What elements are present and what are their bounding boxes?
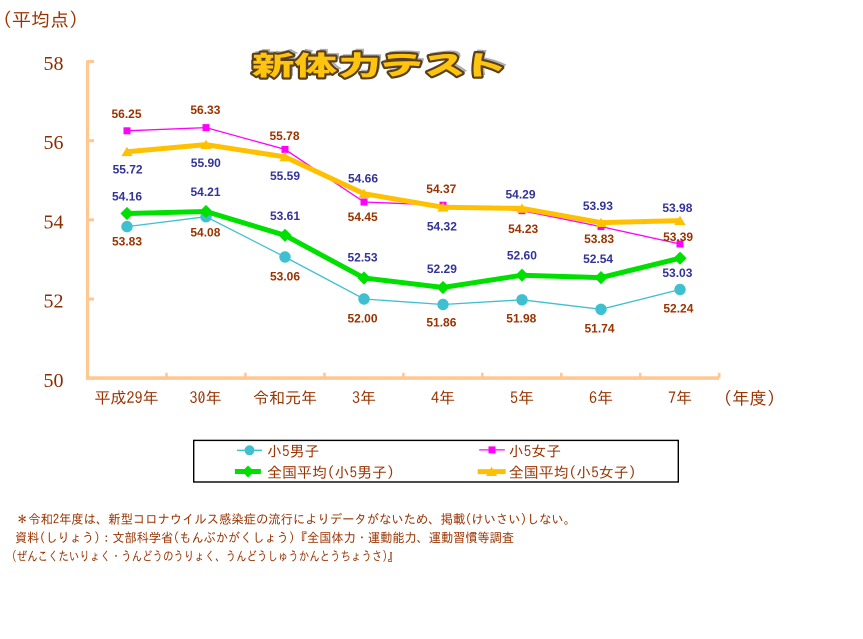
svg-text:53.03: 53.03 [662,266,692,280]
svg-text:54.08: 54.08 [190,225,220,239]
svg-text:52.29: 52.29 [427,262,457,276]
svg-text:53.06: 53.06 [270,270,300,284]
svg-text:53.98: 53.98 [662,201,692,215]
svg-text:58: 58 [44,53,64,75]
svg-text:55.59: 55.59 [270,169,300,183]
svg-text:51.98: 51.98 [506,311,536,325]
svg-text:55.72: 55.72 [113,162,143,176]
svg-text:56: 56 [44,132,64,154]
svg-text:52.60: 52.60 [507,249,537,263]
svg-text:54: 54 [44,211,64,233]
svg-text:53.61: 53.61 [270,209,300,223]
svg-text:50: 50 [44,370,64,392]
svg-text:52: 52 [44,291,64,313]
svg-text:56.25: 56.25 [111,107,141,121]
svg-text:54.29: 54.29 [505,188,535,202]
svg-text:52.24: 52.24 [663,301,693,315]
svg-text:56.33: 56.33 [190,103,220,117]
svg-text:52.00: 52.00 [347,311,377,325]
svg-text:51.86: 51.86 [426,315,456,329]
svg-text:52.54: 52.54 [583,252,613,266]
svg-text:54.45: 54.45 [348,210,378,224]
svg-text:53.39: 53.39 [663,230,693,244]
svg-text:54.21: 54.21 [190,185,220,199]
svg-text:54.37: 54.37 [426,182,456,196]
svg-text:53.93: 53.93 [583,199,613,213]
svg-text:54.32: 54.32 [427,219,457,233]
svg-text:55.90: 55.90 [191,156,221,170]
svg-text:53.83: 53.83 [112,234,142,248]
svg-text:51.74: 51.74 [584,321,614,335]
svg-text:52.53: 52.53 [347,250,377,264]
svg-text:54.16: 54.16 [112,189,142,203]
svg-text:54.23: 54.23 [508,222,538,236]
svg-text:54.66: 54.66 [348,172,378,186]
svg-text:55.78: 55.78 [269,129,299,143]
svg-text:53.83: 53.83 [584,232,614,246]
